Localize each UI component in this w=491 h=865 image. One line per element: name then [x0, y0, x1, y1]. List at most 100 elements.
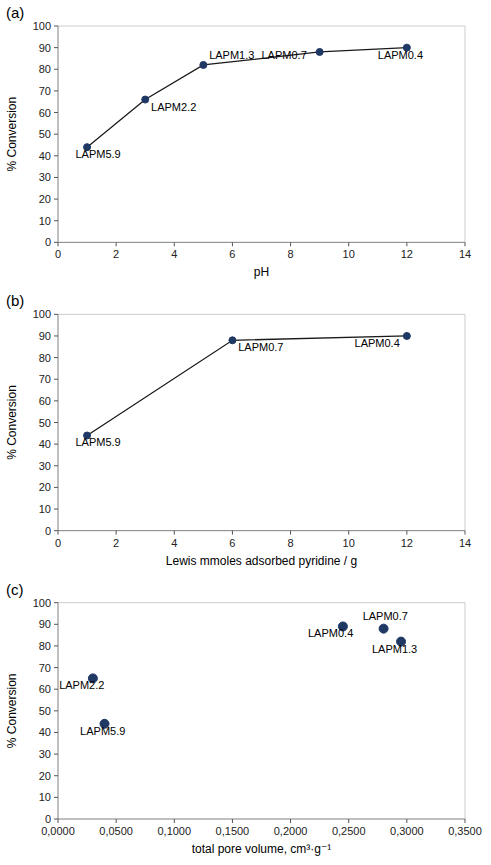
y-tick [54, 69, 58, 70]
y-tick [54, 112, 58, 113]
x-tick-label: 2 [113, 537, 119, 549]
x-tick-label: 10 [343, 248, 355, 260]
x-tick-label: 0,3500 [448, 825, 482, 837]
y-tick-label: 50 [39, 128, 51, 140]
y-tick-label: 70 [39, 85, 51, 97]
y-tick [54, 177, 58, 178]
y-tick [54, 379, 58, 380]
y-tick [54, 155, 58, 156]
point [316, 48, 323, 55]
frame-right [465, 603, 466, 819]
y-tick [54, 357, 58, 358]
figure: 024681012140102030405060708090100pH% Con… [0, 0, 491, 865]
x-tick-label: 14 [459, 248, 471, 260]
x-tick [116, 242, 117, 246]
y-tick [54, 819, 58, 820]
y-tick [54, 710, 58, 711]
x-tick-label: 0,2000 [274, 825, 308, 837]
y-axis-label: % Conversion [5, 97, 19, 172]
y-tick [54, 220, 58, 221]
y-tick-label: 90 [39, 330, 51, 342]
x-tick-label: 14 [459, 537, 471, 549]
plot-area [88, 622, 405, 728]
y-tick-label: 30 [39, 171, 51, 183]
y-tick [54, 242, 58, 243]
y-tick-label: 10 [39, 791, 51, 803]
annotation: LAPM5.9 [75, 436, 120, 448]
x-tick-label: 4 [171, 537, 177, 549]
frame-top [58, 26, 465, 27]
y-tick [54, 400, 58, 401]
x-axis-line [58, 530, 465, 531]
y-tick [54, 487, 58, 488]
panel: 024681012140102030405060708090100Lewis m… [5, 292, 471, 567]
frame-right [465, 314, 466, 530]
y-tick-label: 0 [45, 525, 51, 537]
x-tick [174, 819, 175, 823]
point [403, 332, 410, 339]
x-tick-label: 0 [55, 537, 61, 549]
y-tick [54, 422, 58, 423]
y-tick-label: 10 [39, 215, 51, 227]
y-tick-label: 100 [33, 20, 51, 32]
y-tick-label: 80 [39, 640, 51, 652]
x-tick-label: 10 [343, 537, 355, 549]
line [87, 48, 407, 148]
point [229, 337, 236, 344]
y-tick [54, 444, 58, 445]
panel: 0,00000,05000,10000,15000,20000,25000,30… [5, 581, 482, 856]
line [87, 336, 407, 436]
y-tick-label: 30 [39, 748, 51, 760]
x-tick-label: 8 [288, 248, 294, 260]
x-tick-label: 0,1000 [157, 825, 191, 837]
y-tick [54, 797, 58, 798]
annotation: LAPM0.4 [308, 627, 353, 639]
y-tick-label: 50 [39, 417, 51, 429]
y-tick [54, 689, 58, 690]
y-tick [54, 90, 58, 91]
annotation: LAPM0.4 [378, 49, 423, 61]
y-tick [54, 134, 58, 135]
y-tick-label: 0 [45, 813, 51, 825]
panel-label: (a) [6, 4, 24, 21]
y-tick [54, 624, 58, 625]
x-tick-label: 2 [113, 248, 119, 260]
x-tick [290, 242, 291, 246]
y-tick [54, 667, 58, 668]
x-tick [406, 242, 407, 246]
x-tick [465, 819, 466, 823]
y-tick-label: 70 [39, 373, 51, 385]
y-tick-label: 80 [39, 352, 51, 364]
x-tick [290, 531, 291, 535]
y-tick [54, 509, 58, 510]
y-tick-label: 20 [39, 770, 51, 782]
x-tick [290, 819, 291, 823]
x-tick [232, 531, 233, 535]
annotation: LAPM5.9 [80, 725, 125, 737]
x-tick-label: 6 [229, 537, 235, 549]
frame-right [465, 26, 466, 242]
x-tick-label: 0,0500 [99, 825, 133, 837]
panel-label: (b) [6, 292, 24, 309]
y-tick [54, 47, 58, 48]
x-tick [348, 242, 349, 246]
x-tick [174, 242, 175, 246]
plot-area [84, 332, 411, 439]
y-tick [54, 465, 58, 466]
point [142, 96, 149, 103]
x-tick-label: 0,3000 [390, 825, 424, 837]
x-tick [348, 819, 349, 823]
x-tick-label: 0 [55, 248, 61, 260]
y-tick [54, 314, 58, 315]
y-tick [54, 335, 58, 336]
y-tick [54, 602, 58, 603]
plot-area [84, 44, 411, 151]
y-tick-label: 60 [39, 107, 51, 119]
y-tick [54, 775, 58, 776]
y-tick [54, 530, 58, 531]
frame-top [58, 602, 465, 603]
y-tick-label: 40 [39, 438, 51, 450]
point [200, 61, 207, 68]
x-tick [348, 531, 349, 535]
frame-top [58, 314, 465, 315]
